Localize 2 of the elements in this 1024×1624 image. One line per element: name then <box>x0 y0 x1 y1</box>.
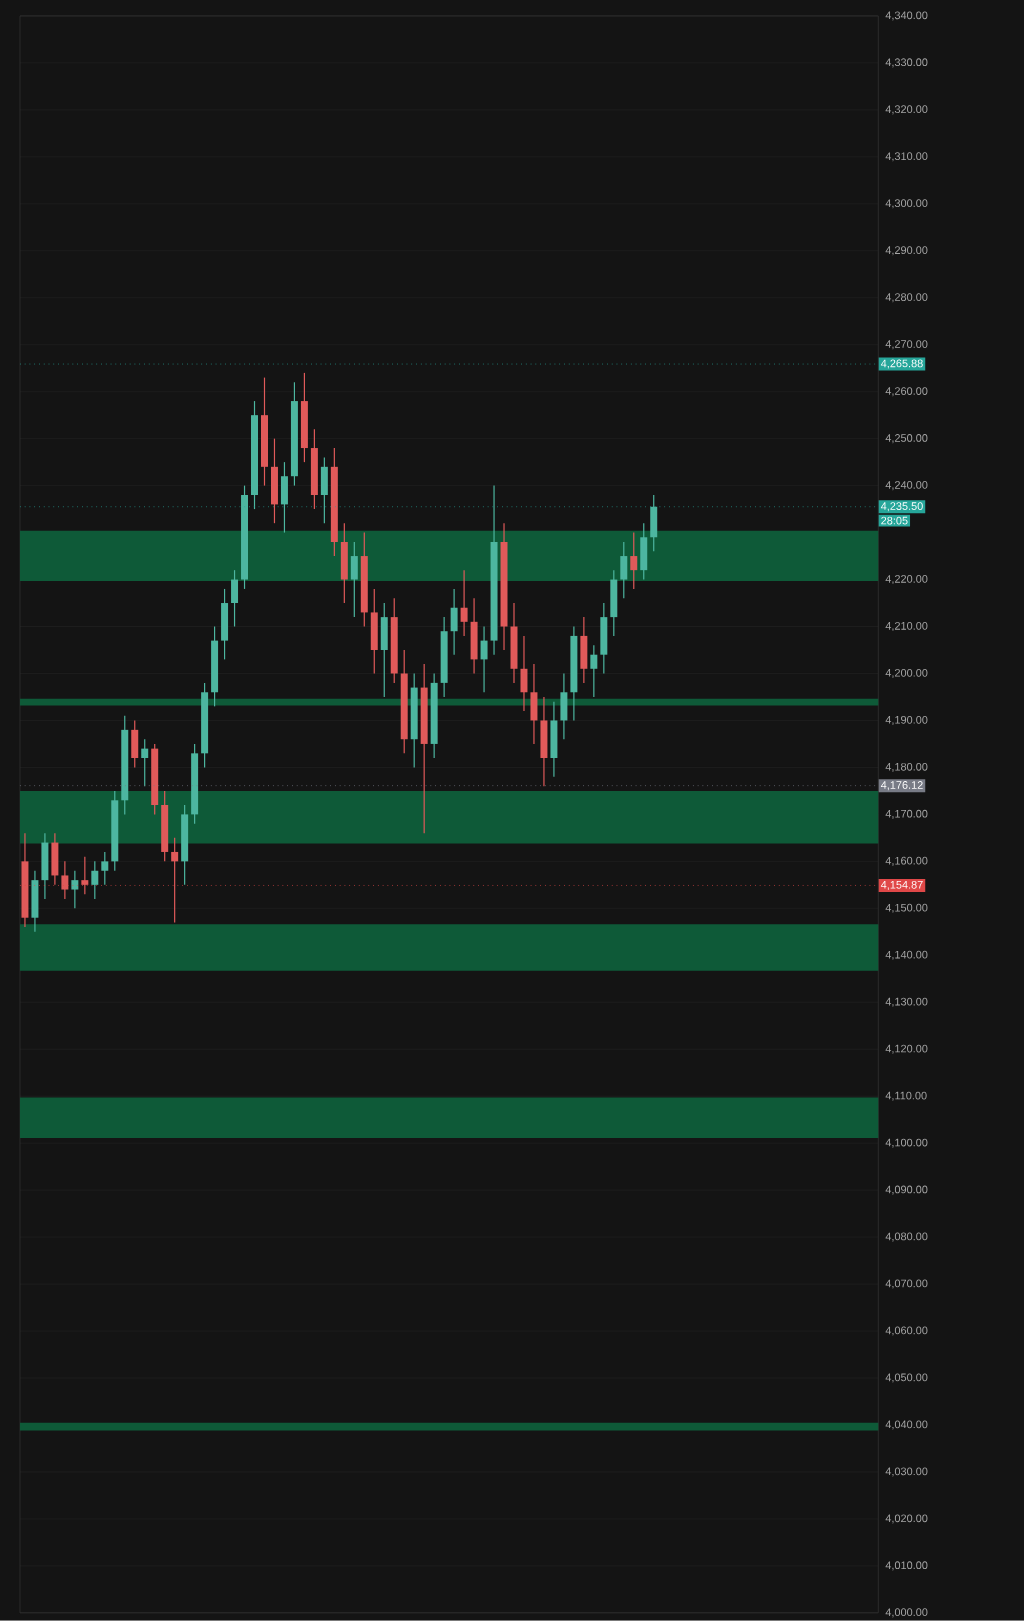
candlestick <box>81 856 89 895</box>
candlestick <box>101 851 109 886</box>
